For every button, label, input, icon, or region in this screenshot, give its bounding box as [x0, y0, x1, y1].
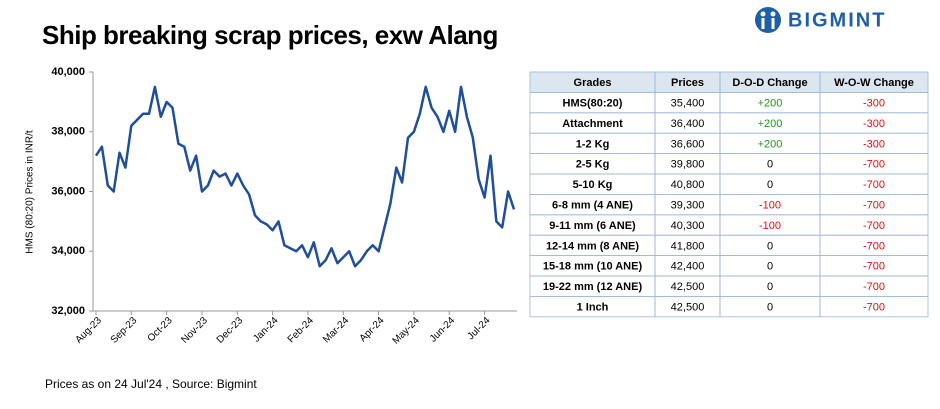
table-cell-text: 19-22 mm (12 ANE) — [543, 281, 643, 293]
table-cell-text: -700 — [863, 302, 885, 314]
table-cell-text: 39,300 — [671, 200, 705, 212]
table-cell-text: 1-2 Kg — [576, 138, 610, 150]
y-tick-label: 40,000 — [51, 66, 85, 78]
table-cell-text: +200 — [758, 138, 783, 150]
y-tick-label: 38,000 — [51, 126, 85, 138]
table-cell-text: -700 — [863, 261, 885, 273]
chart-title: Ship breaking scrap prices, exw Alang — [42, 20, 498, 50]
y-axis-label: HMS (80:20) Prices in INR/t — [25, 130, 36, 254]
table-cell-text: -700 — [863, 281, 885, 293]
logo-icon — [755, 7, 781, 33]
table-cell-text: HMS(80:20) — [563, 98, 623, 110]
table-cell-text: +200 — [758, 98, 783, 110]
table-cell-text: 36,600 — [671, 138, 705, 150]
footnote: Prices as on 24 Jul'24 , Source: Bigmint — [45, 377, 257, 391]
table-cell-text: 9-11 mm (6 ANE) — [549, 220, 636, 232]
table-cell-text: -300 — [863, 98, 885, 110]
table-cell-text: 5-10 Kg — [573, 179, 613, 191]
table-cell-text: 36,400 — [671, 118, 705, 130]
table-cell-text: 0 — [767, 261, 773, 273]
table-header: Prices — [671, 77, 704, 89]
table-cell-text: -100 — [759, 200, 781, 212]
table-cell-text: 0 — [767, 159, 773, 171]
table-cell-text: 40,800 — [671, 179, 705, 191]
table-cell-text: 42,500 — [671, 302, 705, 314]
table-cell-text: 42,500 — [671, 281, 705, 293]
table-header: W-O-W Change — [834, 77, 914, 89]
logo-icon — [760, 11, 766, 17]
table-cell-text: 0 — [767, 179, 773, 191]
table-cell-text: -700 — [863, 200, 885, 212]
table-cell-text: -700 — [863, 240, 885, 252]
line — [94, 85, 516, 268]
table-cell-text: 0 — [767, 281, 773, 293]
table-header: Grades — [574, 77, 612, 89]
table-cell-text: 35,400 — [671, 98, 705, 110]
table-cell-text: -700 — [863, 159, 885, 171]
table-cell-text: -700 — [863, 179, 885, 191]
table-cell-text: 40,300 — [671, 220, 705, 232]
table-cell-text: 1 Inch — [577, 302, 609, 314]
brand: BIGMINT — [788, 9, 886, 31]
table-cell — [819, 295, 929, 318]
table-cell-text: -300 — [863, 118, 885, 130]
logo: BIGMINT — [755, 7, 886, 33]
table-header: D-O-D Change — [732, 77, 807, 89]
table-cell-text: +200 — [758, 118, 783, 130]
table-cell-text: 12-14 mm (8 ANE) — [546, 240, 639, 252]
table-cell-text: -300 — [863, 138, 885, 150]
table-cell-text: 0 — [767, 302, 773, 314]
table-cell-text: 39,800 — [671, 159, 705, 171]
table-cell-text: -100 — [759, 220, 781, 232]
table-cell-text: 41,800 — [671, 240, 705, 252]
y-tick-label: 32,000 — [51, 305, 85, 317]
logo-icon — [761, 18, 765, 29]
y-tick-label: 36,000 — [51, 185, 85, 197]
table-header-bg — [530, 72, 928, 93]
logo-icon — [771, 18, 775, 29]
table-cell-text: 2-5 Kg — [576, 159, 610, 171]
table-cell-text: 6-8 mm (4 ANE) — [552, 200, 633, 212]
table-cell-text: -700 — [863, 220, 885, 232]
table-cell-text: Attachment — [562, 118, 623, 130]
table-cell-text: 15-18 mm (10 ANE) — [543, 261, 643, 273]
table-cell-text: 42,400 — [671, 261, 705, 273]
y-tick-label: 34,000 — [51, 245, 85, 257]
table-cell-text: 0 — [767, 240, 773, 252]
logo-icon — [770, 11, 776, 17]
